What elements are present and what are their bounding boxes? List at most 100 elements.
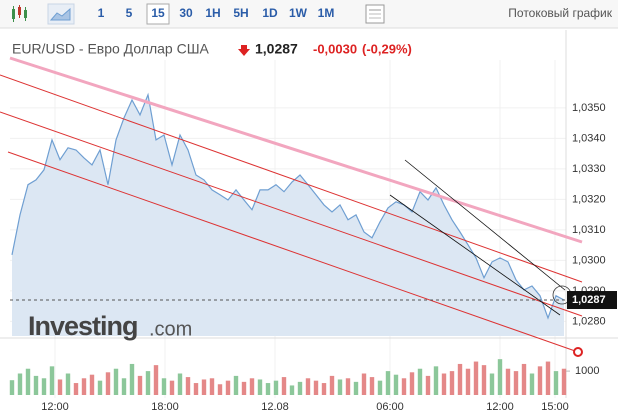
volume-bar [89,374,95,395]
volume-bar [265,383,271,395]
volume-bar [337,379,343,395]
y-tick-label: 1,0320 [572,193,606,205]
volume-bar [385,371,391,395]
logo: Investing .com [28,311,192,341]
volume-bar [105,372,111,395]
volume-bar [521,363,527,395]
volume-bar [553,371,559,395]
volume-bar [49,366,55,395]
volume-bar [153,365,159,395]
x-tick-label: 18:00 [151,401,179,413]
volume-bar [321,383,327,395]
volume-bar [257,379,263,395]
interval-button[interactable]: 1 [98,6,105,20]
price-area [12,94,564,336]
interval-button[interactable]: 15 [151,6,165,20]
volume-tick-label: 1000 [575,365,599,377]
down-arrow [238,45,250,56]
volume-bar [409,372,415,395]
volume-bar [225,380,231,395]
last-price-box [567,291,617,310]
volume-bar [497,359,503,395]
volume-bar [81,378,87,395]
volume-bar [425,375,431,395]
area-icon[interactable] [47,3,75,25]
volume-bar [369,377,375,395]
volume-bar [217,384,223,395]
interval-button[interactable]: 1W [289,6,308,20]
y-tick-label: 1,0330 [572,163,606,175]
volume-bar [97,380,103,395]
volume-bar [545,361,551,395]
volume-bar [473,361,479,395]
active-interval-box [146,3,170,25]
volume-bar [505,368,511,395]
logo-suffix: .com [149,318,192,340]
last-price: 1,0287 [255,41,298,57]
volume-bar [361,373,367,395]
volume-bar [273,380,279,395]
interval-button[interactable]: 1D [262,6,278,20]
volume-bar [65,373,71,395]
volume-bar [289,385,295,395]
volume-bar [57,379,63,395]
x-tick-label: 12:00 [486,401,514,413]
plot: 12:00 18:00 12.08 06:00 12:00 15:00 1,0280 1,02… [0,30,618,413]
volume-bar [441,373,447,395]
interval-button[interactable]: 5 [126,6,133,20]
volume-bar [353,381,359,395]
volume-bar [281,377,287,395]
volume-bar [145,371,151,395]
volume-bar [329,375,335,395]
volume-bar [209,378,215,395]
logo-main: Investing [28,311,138,341]
volume-bar [137,375,143,395]
overlay: 1,0287 [10,291,617,310]
volume-bar [73,383,79,395]
stream-label[interactable]: Потоковый график [508,6,612,20]
last-price-label: 1,0287 [572,294,606,306]
volume-bar [377,380,383,395]
volume-bar [513,371,519,395]
interval-button[interactable]: 5H [233,6,248,20]
volume-bar [33,375,39,395]
x-tick-label: 12.08 [261,401,289,413]
y-tick-label: 1,0300 [572,254,606,266]
interval-button[interactable]: 1H [205,6,220,20]
volume-bar [41,378,47,395]
x-tick-label: 06:00 [376,401,404,413]
interval-buttons: 1 5 15 30 1H 5H 1D 1W 1M [98,3,335,25]
volume-bar [537,366,543,395]
x-tick-label: 12:00 [41,401,69,413]
change: -0,0030 [313,41,357,56]
interval-button[interactable]: 1M [318,6,335,20]
x-tick-label: 15:00 [541,401,569,413]
volume-bar [529,373,535,395]
volume-bar [481,365,487,395]
volume-bar [113,368,119,395]
volume-bar [129,363,135,395]
symbol: EUR/USD - Евро Доллар США [12,41,210,57]
volume-bar [201,379,207,395]
price-line [11,92,565,320]
volume-bar [161,378,167,395]
volume-bar [241,381,247,395]
calendar-icon[interactable] [365,4,385,24]
volume-bar [17,373,23,395]
volume-bar [193,383,199,395]
volume-bar [457,363,463,395]
candle-icon[interactable] [12,5,27,22]
volume-bar [121,378,127,395]
volume-bar [25,368,31,395]
y-tick-label: 1,0310 [572,224,606,236]
volume-bar [449,371,455,395]
volume-bar [249,378,255,395]
volume-bar [345,378,351,395]
y-tick-label: 1,0340 [572,132,606,144]
drawings [0,56,583,357]
interval-button[interactable]: 30 [179,6,193,20]
volume-bar [401,378,407,395]
volume-bar [489,373,495,395]
volume-bar [305,378,311,395]
